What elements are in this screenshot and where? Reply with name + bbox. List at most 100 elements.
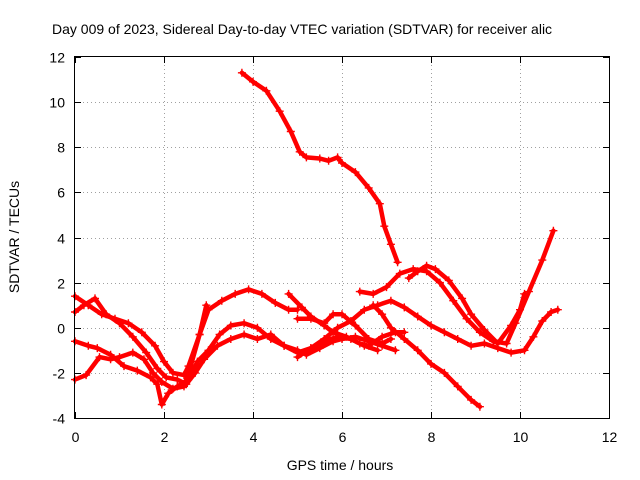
data-point xyxy=(329,310,338,319)
data-point xyxy=(333,323,342,332)
data-point xyxy=(462,314,471,323)
data-point xyxy=(95,353,104,362)
series-arc-7 xyxy=(293,310,395,348)
data-point xyxy=(360,305,369,314)
data-point xyxy=(202,301,211,310)
data-point xyxy=(120,362,128,371)
data-point xyxy=(93,344,102,353)
data-point xyxy=(306,344,315,353)
data-point xyxy=(286,127,295,136)
data-point xyxy=(266,330,275,339)
data-point xyxy=(253,335,262,343)
series-line xyxy=(370,302,483,409)
data-point xyxy=(148,368,157,377)
data-point xyxy=(395,269,404,278)
data-point xyxy=(391,346,400,355)
data-point xyxy=(128,332,137,341)
data-point xyxy=(364,183,373,192)
data-point xyxy=(529,332,538,341)
data-point xyxy=(186,362,195,371)
data-point xyxy=(180,382,188,391)
data-point xyxy=(253,323,262,332)
data-point xyxy=(355,339,364,348)
y-tick-label: 10 xyxy=(49,95,65,111)
data-point xyxy=(400,328,409,337)
data-point xyxy=(213,341,222,350)
data-point xyxy=(400,335,409,343)
series-arc-9 xyxy=(355,226,558,348)
data-point xyxy=(162,373,171,382)
data-point xyxy=(369,301,378,310)
data-point xyxy=(338,310,346,319)
data-point xyxy=(320,335,329,343)
data-point xyxy=(378,339,387,348)
data-point xyxy=(293,314,302,323)
data-point xyxy=(306,314,315,323)
data-point xyxy=(480,339,489,348)
data-point xyxy=(440,328,449,337)
data-point xyxy=(422,261,431,270)
data-point xyxy=(91,294,99,303)
y-tick-label: 4 xyxy=(57,231,65,247)
data-point xyxy=(124,319,133,328)
data-point xyxy=(295,147,304,156)
data-point xyxy=(475,402,484,411)
x-tick-label: 0 xyxy=(72,429,80,445)
data-point xyxy=(553,305,562,314)
series-line xyxy=(295,298,561,360)
data-point xyxy=(262,86,271,95)
y-tick-label: 2 xyxy=(57,276,65,292)
data-point xyxy=(467,341,476,350)
series-arc-11 xyxy=(404,261,529,348)
series-line xyxy=(239,70,400,265)
data-point xyxy=(257,289,266,298)
x-tick-label: 8 xyxy=(428,429,436,445)
series-arc-3 xyxy=(71,319,400,409)
data-point xyxy=(173,375,182,384)
data-point xyxy=(157,400,166,409)
data-point xyxy=(284,305,293,314)
data-point xyxy=(375,199,384,208)
axes: 0 2 4 6 8 10 12 -4 -2 0 2 4 6 8 10 12 xyxy=(49,50,617,446)
data-point xyxy=(386,335,395,343)
x-tick-label: 12 xyxy=(602,429,618,445)
data-point xyxy=(393,258,402,267)
data-point xyxy=(191,368,200,377)
series-line xyxy=(406,263,527,346)
data-point xyxy=(217,296,226,305)
x-tick-label: 6 xyxy=(339,429,347,445)
data-point xyxy=(226,321,235,330)
data-point xyxy=(449,296,458,305)
y-tick-label: 12 xyxy=(49,50,65,66)
data-point xyxy=(151,341,160,350)
data-point xyxy=(293,305,302,314)
data-point xyxy=(142,348,151,357)
data-point xyxy=(315,154,324,163)
data-point xyxy=(386,240,395,249)
data-point xyxy=(467,395,476,404)
series-arc-2 xyxy=(71,285,302,380)
data-point xyxy=(240,319,249,328)
data-point xyxy=(133,366,142,375)
data-point xyxy=(168,368,177,377)
data-point xyxy=(547,308,556,316)
chart-title: Day 009 of 2023, Sidereal Day-to-day VTE… xyxy=(52,21,552,37)
data-point xyxy=(404,274,413,283)
data-point xyxy=(507,321,516,330)
plot-frame xyxy=(74,56,610,419)
data-point xyxy=(302,153,311,162)
data-point xyxy=(137,328,146,337)
data-point xyxy=(237,68,246,77)
data-point xyxy=(284,289,293,298)
data-point xyxy=(516,305,524,314)
data-point xyxy=(157,377,166,386)
data-point xyxy=(240,330,249,339)
data-point xyxy=(373,346,382,355)
data-point xyxy=(84,341,93,350)
data-point xyxy=(355,287,364,296)
data-point xyxy=(493,339,502,348)
data-point xyxy=(520,289,529,298)
data-point xyxy=(369,289,378,298)
data-point xyxy=(364,335,373,343)
